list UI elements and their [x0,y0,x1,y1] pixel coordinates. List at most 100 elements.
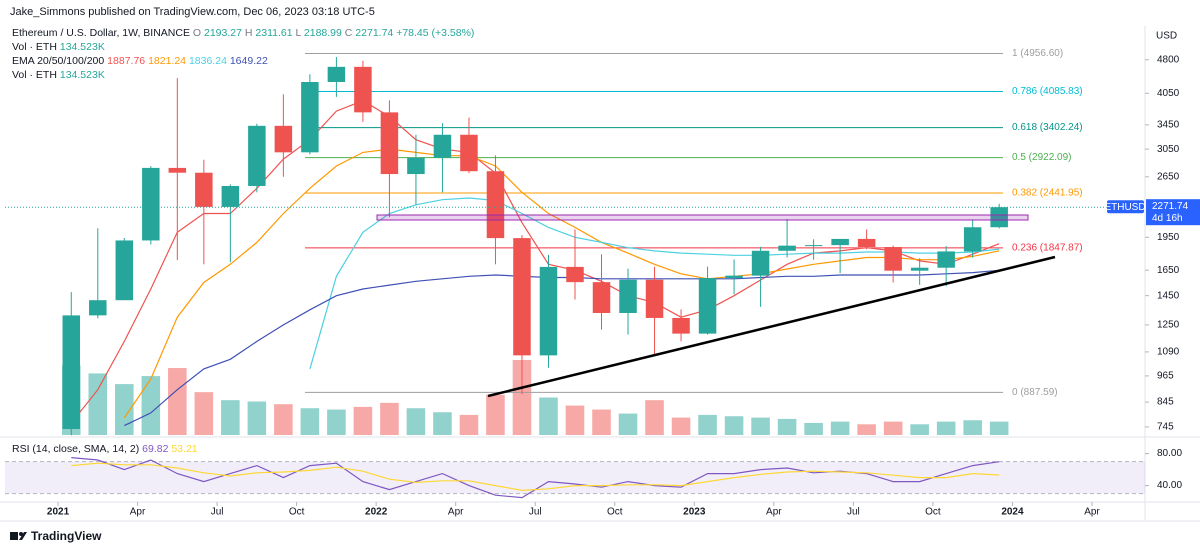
candle-body [804,245,823,247]
candle-body [566,266,584,283]
volume-bar [910,424,929,435]
volume-bar [989,421,1009,435]
fib-label: 0.236 (1847.87) [1012,243,1083,254]
volume-bar [353,406,373,435]
indicator-value: 1836.24 [189,55,227,67]
x-tick-label: Apr [766,507,782,518]
x-tick-label: Apr [1084,507,1100,518]
fib-label: 0.5 (2922.09) [1012,152,1072,163]
x-tick-label: Jul [211,507,224,518]
candle-body [460,134,478,172]
indicator-name: Vol · ETH [12,69,57,81]
logo-shape [19,532,23,536]
x-tick-label: 2023 [683,507,706,518]
candle-body [407,157,425,175]
volume-bar [936,421,956,435]
x-tick-label: Oct [925,507,941,518]
ema-line [70,100,1000,424]
y-tick-label: 3450 [1157,119,1180,130]
candle-body [857,238,876,248]
candle-body [751,250,770,276]
volume-bar [512,360,532,435]
candle-body [619,279,637,313]
change: +78.45 (+3.58%) [396,27,474,39]
volume-bar [115,384,134,435]
ohlc-value: 2188.99 [304,27,342,39]
x-tick-label: Apr [448,507,464,518]
rsi-label: RSI (14, close, SMA, 14, 2) 69.82 53.21 [12,443,198,455]
candle-body [831,238,849,246]
price-tag [1107,200,1144,214]
rsi-signal-line [71,462,1000,492]
indicator-name: Vol · ETH [12,41,57,53]
rsi-y-tick-label: 40.00 [1157,480,1182,491]
indicator-name: EMA 20/50/100/200 [12,55,104,67]
fib-label: 0.786 (4085.83) [1012,86,1083,97]
volume-bar [777,418,797,435]
fib-label: 0 (887.59) [1012,387,1058,398]
range-box [376,214,1029,221]
rsi-reading: 69.82 [142,443,168,455]
ohlc-key: C [345,27,353,39]
volume-bar [168,368,187,435]
indicator-value: 1821.24 [148,55,186,67]
volume-bar [857,424,876,435]
ohlc-value: 2193.27 [204,27,242,39]
volume-bar [406,408,426,435]
volume-bar [565,405,585,435]
y-tick-label: 4800 [1157,54,1180,65]
volume-bar [645,400,664,435]
candle-body [301,82,319,153]
ohlc-key: L [296,27,302,39]
volume-bar [698,414,717,435]
candle-body [513,238,531,356]
publisher: Jake_Simmons published on TradingView.co… [10,6,375,18]
rsi-band [5,461,1145,494]
ohlc-key: H [245,27,253,39]
volume-bar [963,420,982,435]
price-label: 2271.74 [1152,201,1189,212]
indicator-value: 134.523K [60,69,105,81]
candle-body [380,112,399,175]
volume-bar [141,376,161,435]
fib-label: 1 (4956.60) [1012,48,1063,59]
trend-line [487,255,1056,398]
y-tick-label: 4050 [1157,88,1180,99]
indicator-value: 134.523K [60,41,105,53]
candle-body [698,278,717,334]
x-tick-label: Oct [607,507,623,518]
candle-body [195,172,213,207]
volume-bar [883,421,903,435]
x-tick-label: Jul [847,507,860,518]
legend-row: EMA 20/50/100/200 1887.76 1821.24 1836.2… [12,55,268,67]
ohlc-key: O [193,27,201,39]
indicator-value: 1887.76 [107,55,145,67]
y-tick-label: 1650 [1157,265,1180,276]
candle-body [539,266,558,356]
volume-bar [618,413,638,435]
logo [10,532,27,540]
y-tick-label: 1250 [1157,320,1180,331]
candle-body [937,251,955,268]
candle-body [592,282,611,313]
symbol: Ethereum / U.S. Dollar, 1W, BINANCE [12,27,190,39]
candle-body [725,275,743,279]
volume-bar [327,409,346,435]
y-tick-label: 1450 [1157,290,1180,301]
volume-bar [804,422,823,435]
volume-bar [486,394,505,435]
brand: TradingView [31,529,102,543]
candle-body [142,167,160,241]
x-tick-label: Apr [130,507,146,518]
candle-body [433,134,452,158]
candle-body [168,167,187,173]
candle-body [62,315,81,430]
candle-body [115,240,134,301]
candle-body [248,125,266,186]
legend-row: Ethereum / U.S. Dollar, 1W, BINANCE O 21… [12,27,474,39]
candle-body [884,247,902,271]
x-tick-label: 2024 [1001,507,1024,518]
price-countdown: 4d 16h [1152,213,1183,224]
